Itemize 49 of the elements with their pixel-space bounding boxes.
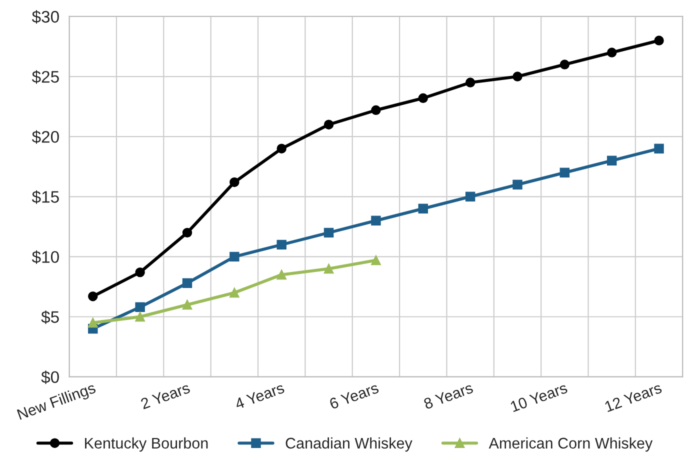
point	[88, 291, 98, 302]
y-tick-label: $20	[32, 130, 59, 144]
x-tick-label: 8 Years	[423, 382, 474, 410]
point	[512, 180, 522, 190]
y-tick-label: $10	[32, 250, 59, 264]
point	[418, 204, 428, 214]
point	[135, 267, 145, 278]
point	[465, 78, 476, 88]
point	[88, 318, 98, 328]
x-tick-label: New Fillings	[16, 384, 96, 420]
y-tick-label: $15	[32, 190, 59, 204]
legend-label: Canadian Whiskey	[286, 437, 412, 452]
point	[560, 60, 570, 70]
y-tick-label: $25	[32, 70, 59, 84]
point	[324, 264, 334, 274]
point	[135, 302, 145, 312]
point	[135, 312, 145, 322]
point	[276, 270, 286, 280]
y-tick-label: $30	[32, 10, 59, 24]
x-tick-label: 10 Years	[510, 382, 568, 412]
point	[654, 36, 664, 46]
point	[371, 216, 381, 226]
point	[606, 48, 617, 58]
point	[276, 144, 286, 154]
point	[371, 105, 381, 116]
point	[182, 228, 192, 238]
x-tick-label: 4 Years	[234, 382, 285, 410]
point	[371, 255, 381, 266]
point	[182, 278, 192, 288]
point	[418, 93, 428, 104]
point	[606, 156, 617, 166]
point	[276, 240, 286, 250]
point	[560, 168, 570, 178]
x-tick-label: 6 Years	[328, 382, 380, 410]
point	[230, 288, 240, 298]
point	[230, 177, 240, 188]
x-tick-label: 12 Years	[604, 382, 662, 412]
point	[465, 192, 476, 202]
point	[324, 228, 334, 238]
point	[182, 300, 192, 310]
point	[654, 144, 664, 154]
y-tick-label: $0	[41, 370, 59, 384]
legend-label: Kentucky Bourbon	[85, 437, 208, 452]
y-tick-label: $5	[41, 310, 59, 324]
legend-label: American Corn Whiskey	[488, 437, 653, 452]
point	[512, 72, 522, 82]
point	[324, 120, 334, 130]
point	[230, 252, 240, 262]
x-tick-label: 2 Years	[140, 382, 191, 410]
